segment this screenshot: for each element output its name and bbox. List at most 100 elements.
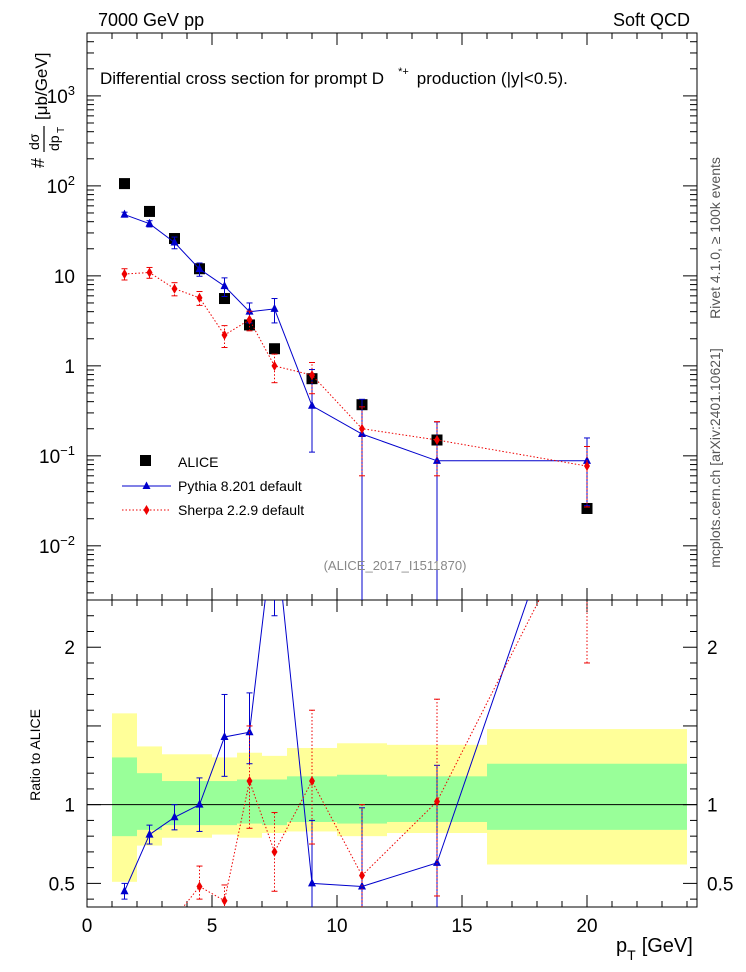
legend: ALICE Pythia 8.201 default Sherpa 2.2.9 … xyxy=(122,454,304,518)
main-sherpa xyxy=(121,266,590,508)
plot-title-sup: *+ xyxy=(398,66,409,78)
panel-frames xyxy=(86,32,698,908)
x-tick-label-0: 0 xyxy=(82,916,93,937)
band-green-3 xyxy=(212,781,237,826)
main-point-2-1 xyxy=(146,267,153,278)
main-point-2-4 xyxy=(221,330,228,341)
data-series xyxy=(119,178,593,951)
y-tick-label-0: 10−2 xyxy=(39,533,75,558)
ratio-uncertainty-bands xyxy=(112,713,687,882)
plot-title-tail: production (|y|<0.5). xyxy=(417,69,568,88)
ratio-y-label-left-0.5: 0.5 xyxy=(49,874,75,895)
axis-ticks xyxy=(86,32,697,907)
ratio-point-1-1 xyxy=(147,924,153,934)
y-tick-label-5: 103 xyxy=(47,83,75,108)
main-point-1-9 xyxy=(433,455,441,464)
y-tick-label-3: 10 xyxy=(54,267,75,288)
ratio-point-0-2 xyxy=(170,812,179,821)
main-point-1-6 xyxy=(270,303,279,312)
main-point-0-0 xyxy=(119,178,130,190)
ratio-y-label-left-1: 1 xyxy=(64,796,75,817)
main-point-1-7 xyxy=(308,400,316,409)
ratio-sherpa xyxy=(122,600,590,951)
mcplots-credit-label: mcplots.cern.ch [arXiv:2401.10621] xyxy=(707,348,723,567)
main-point-2-0 xyxy=(121,268,128,279)
main-point-2-8 xyxy=(359,423,365,434)
legend-marker-alice xyxy=(140,455,151,466)
ratio-point-1-4 xyxy=(221,895,228,906)
x-tick-label-10: 10 xyxy=(326,916,347,937)
y-label-unit: [μb/GeV] xyxy=(32,53,51,120)
ratio-point-1-8 xyxy=(359,870,365,881)
ratio-point-0-5 xyxy=(245,727,254,736)
main-point-1-10 xyxy=(583,455,591,464)
ratio-point-0-9 xyxy=(433,857,441,866)
legend-label-sherpa: Sherpa 2.2.9 default xyxy=(178,502,304,518)
main-point-2-5 xyxy=(246,314,253,325)
main-point-1-2 xyxy=(170,237,179,246)
x-label-p: p xyxy=(616,935,627,957)
rivet-version-label: Rivet 4.1.0, ≥ 100k events xyxy=(707,157,723,319)
main-point-1-0 xyxy=(120,209,129,218)
y-axis-label: # dσ dp T [μb/GeV] xyxy=(26,53,67,168)
ratio-y-label-right-0.5: 0.5 xyxy=(707,874,733,895)
main-point-0-5 xyxy=(244,319,255,331)
ratio-series-group xyxy=(120,422,591,951)
main-point-1-3 xyxy=(195,264,204,273)
ratio-point-0-3 xyxy=(195,799,204,808)
x-tick-label-15: 15 xyxy=(451,916,472,937)
plot-title-main: Differential cross section for prompt D xyxy=(100,69,384,88)
ratio-point-0-7 xyxy=(308,878,316,887)
ratio-point-0-0 xyxy=(120,886,129,895)
x-tick-label-20: 20 xyxy=(576,916,597,937)
legend-label-pythia: Pythia 8.201 default xyxy=(178,478,302,494)
y-tick-label-2: 1 xyxy=(64,357,75,378)
main-point-2-10 xyxy=(584,461,590,472)
legend-marker-pythia xyxy=(142,481,151,489)
y-tick-label-4: 102 xyxy=(47,173,75,198)
main-series-group xyxy=(119,178,593,600)
main-point-0-10 xyxy=(581,502,593,514)
ratio-point-1-5 xyxy=(246,776,253,787)
ratio-y-label-left-2: 2 xyxy=(64,638,75,659)
y-tick-label-1: 10−1 xyxy=(39,443,75,468)
x-label-unit: [GeV] xyxy=(642,935,693,957)
main-point-0-1 xyxy=(144,205,155,217)
y-label-denominator: dp xyxy=(46,135,62,151)
header-left: 7000 GeV pp xyxy=(98,10,204,30)
ratio-point-1-3 xyxy=(196,881,203,892)
ratio-panel-frame xyxy=(86,599,698,908)
main-line-2 xyxy=(124,271,588,467)
main-point-2-7 xyxy=(309,370,315,381)
x-axis-label: pT [GeV] xyxy=(616,935,693,963)
main-point-0-6 xyxy=(269,343,280,355)
band-green-0 xyxy=(112,757,137,837)
main-point-1-4 xyxy=(220,281,229,290)
ratio-point-0-10 xyxy=(583,422,591,430)
band-green-1 xyxy=(137,773,162,830)
main-point-1-1 xyxy=(145,218,154,227)
main-point-2-2 xyxy=(171,283,178,294)
band-green-9 xyxy=(487,763,687,830)
ratio-point-1-0 xyxy=(122,941,128,951)
main-point-2-9 xyxy=(434,434,440,445)
ratio-y-label-right-2: 2 xyxy=(707,638,718,659)
ratio-point-1-6 xyxy=(271,846,278,857)
ratio-point-1-2 xyxy=(172,913,178,923)
main-point-2-6 xyxy=(271,360,278,371)
main-line-1 xyxy=(124,214,587,462)
ratio-point-1-7 xyxy=(309,776,315,787)
legend-marker-sherpa xyxy=(143,505,150,515)
y-label-hash: # xyxy=(28,158,48,168)
axis-tick-labels: 0 5 10 15 20 10−2 10−1 1 10 102 103 0.5 0.5 1 1 2 2 xyxy=(39,83,733,937)
ratio-point-0-1 xyxy=(145,829,154,838)
band-green-5 xyxy=(262,779,287,826)
band-green-4 xyxy=(237,779,262,824)
x-label-sub: T xyxy=(627,947,636,963)
ratio-point-0-4 xyxy=(220,731,229,740)
band-green-2 xyxy=(162,781,212,826)
ratio-point-1-9 xyxy=(434,796,440,807)
x-tick-label-5: 5 xyxy=(207,916,218,937)
ratio-pythia xyxy=(120,422,591,907)
